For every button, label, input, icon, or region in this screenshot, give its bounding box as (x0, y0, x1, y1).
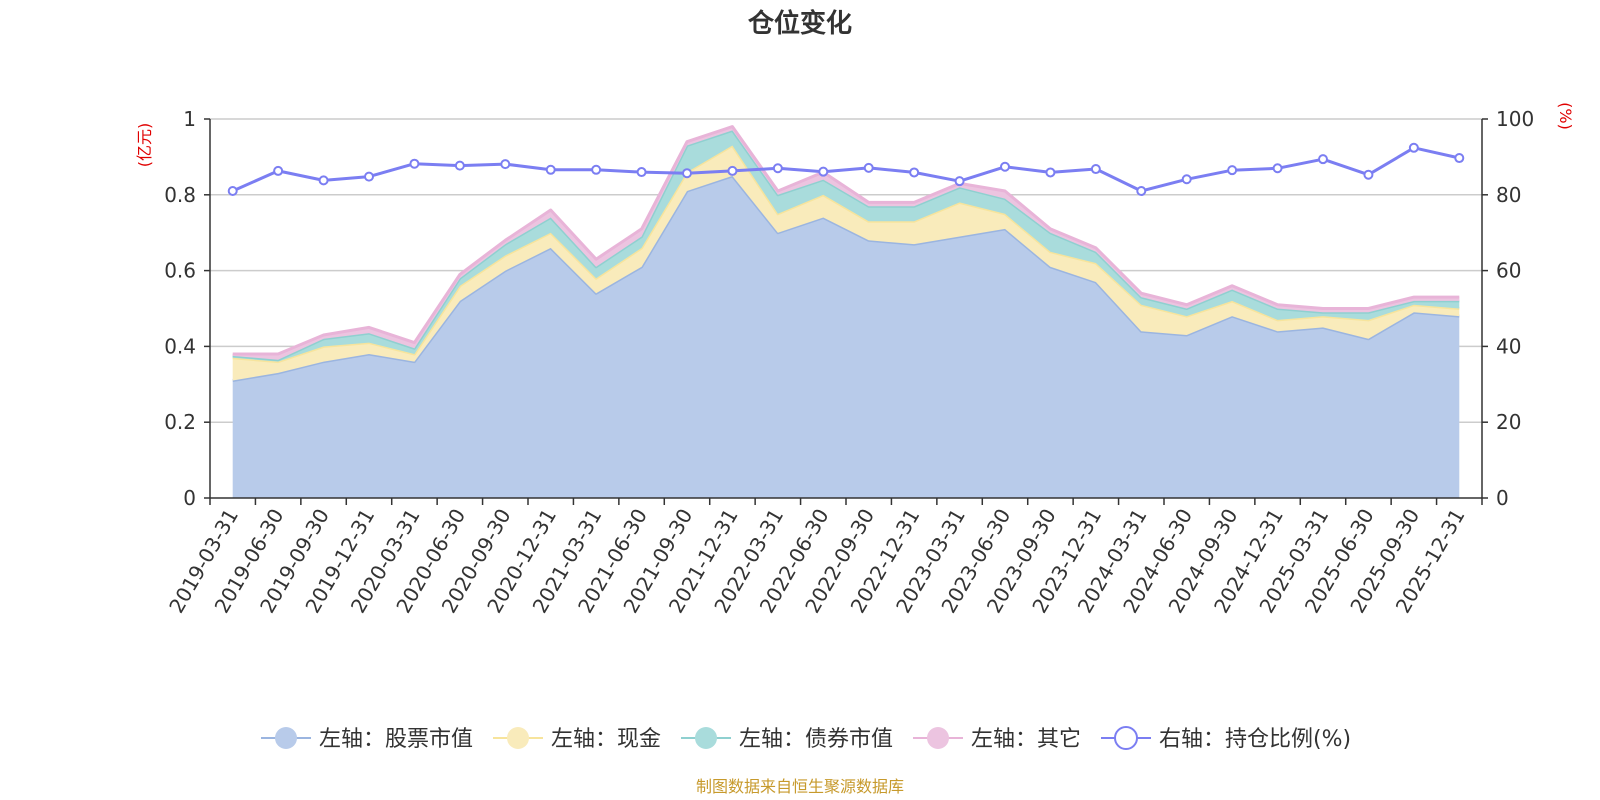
legend-item-0[interactable]: 左轴：股票市值 (261, 727, 473, 752)
right-tick-label: 100 (1496, 107, 1534, 131)
ratio-point[interactable] (1136, 186, 1147, 197)
legend-item-1[interactable]: 左轴：现金 (493, 727, 661, 752)
legend-circle-icon (507, 727, 529, 749)
stacked-areas (232, 125, 1460, 498)
ratio-point[interactable] (1454, 153, 1465, 164)
right-tick-label: 60 (1496, 259, 1521, 283)
ratio-point[interactable] (909, 167, 920, 178)
legend-item-2[interactable]: 左轴：债券市值 (681, 727, 893, 752)
area-series-1 (232, 145, 1460, 381)
ratio-point[interactable] (1090, 164, 1101, 175)
ratio-point[interactable] (818, 166, 829, 177)
area-series-3-edge (232, 125, 1460, 356)
ratio-point[interactable] (545, 164, 556, 175)
area-series-0 (232, 175, 1460, 498)
left-tick-label: 0.8 (164, 183, 196, 207)
left-axis-unit: (亿元) (135, 123, 154, 168)
legend[interactable]: 左轴：股票市值 左轴：现金 左轴：债券市值 左轴：其它 右轴：持仓比例(%) (261, 726, 1351, 752)
right-tick-label: 0 (1496, 486, 1509, 510)
left-tick-label: 0 (183, 486, 196, 510)
ratio-point[interactable] (409, 158, 420, 169)
ratio-point[interactable] (1000, 161, 1010, 172)
legend-circle-icon (927, 727, 949, 749)
legend-item-4[interactable]: 右轴：持仓比例(%) (1101, 726, 1351, 752)
legend-circle-icon (1114, 726, 1138, 750)
right-axis-unit: (%) (1556, 102, 1575, 130)
chart-title: 仓位变化 (747, 8, 852, 39)
ratio-point[interactable] (863, 162, 874, 173)
legend-circle-icon (275, 727, 297, 749)
ratio-point[interactable] (1363, 169, 1374, 180)
legend-label: 左轴：债券市值 (739, 727, 893, 752)
left-tick-label: 0.6 (164, 259, 196, 283)
legend-label: 右轴：持仓比例(%) (1159, 727, 1351, 752)
ratio-point[interactable] (954, 176, 965, 187)
ratio-point[interactable] (727, 165, 738, 176)
ratio-point[interactable] (591, 164, 602, 175)
ratio-point[interactable] (682, 168, 692, 179)
ratio-line-path (232, 146, 1460, 193)
area-series-2 (232, 130, 1460, 362)
holding-ratio-line (227, 142, 1465, 197)
right-tick-label: 80 (1496, 183, 1521, 207)
ratio-point[interactable] (1227, 165, 1238, 176)
legend-item-3[interactable]: 左轴：其它 (913, 727, 1081, 752)
ratio-point[interactable] (1045, 167, 1056, 178)
ratio-point[interactable] (500, 159, 511, 170)
data-source: 制图数据来自恒生聚源数据库 (696, 777, 904, 796)
left-tick-label: 0.2 (164, 410, 196, 434)
ratio-point[interactable] (318, 175, 329, 186)
legend-label: 左轴：股票市值 (319, 727, 473, 752)
left-tick-label: 1 (183, 107, 196, 131)
legend-label: 左轴：其它 (971, 727, 1081, 752)
ratio-point[interactable] (1318, 154, 1328, 165)
ratio-point[interactable] (1272, 163, 1283, 174)
ratio-point[interactable] (364, 171, 374, 182)
ratio-point[interactable] (273, 165, 284, 176)
ratio-point[interactable] (227, 186, 238, 197)
right-tick-label: 20 (1496, 410, 1521, 434)
ratio-point[interactable] (454, 160, 465, 171)
left-tick-label: 0.4 (164, 334, 196, 358)
legend-label: 左轴：现金 (551, 727, 661, 752)
right-tick-label: 40 (1496, 334, 1521, 358)
ratio-point[interactable] (1408, 142, 1419, 153)
legend-circle-icon (695, 727, 717, 749)
ratio-point[interactable] (636, 167, 647, 178)
ratio-point[interactable] (772, 163, 783, 174)
ratio-point[interactable] (1181, 174, 1192, 185)
